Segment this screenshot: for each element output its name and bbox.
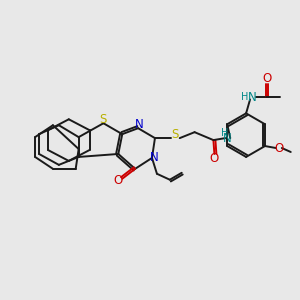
Text: O: O — [114, 174, 123, 187]
Text: O: O — [262, 72, 272, 85]
Text: S: S — [171, 128, 178, 141]
Text: N: N — [223, 132, 232, 145]
Text: H: H — [220, 128, 228, 138]
Text: O: O — [210, 152, 219, 165]
Text: N: N — [135, 118, 143, 131]
Text: H: H — [242, 92, 249, 101]
Text: S: S — [99, 113, 106, 126]
Text: N: N — [248, 91, 256, 104]
Text: O: O — [274, 142, 283, 154]
Text: N: N — [150, 152, 158, 164]
